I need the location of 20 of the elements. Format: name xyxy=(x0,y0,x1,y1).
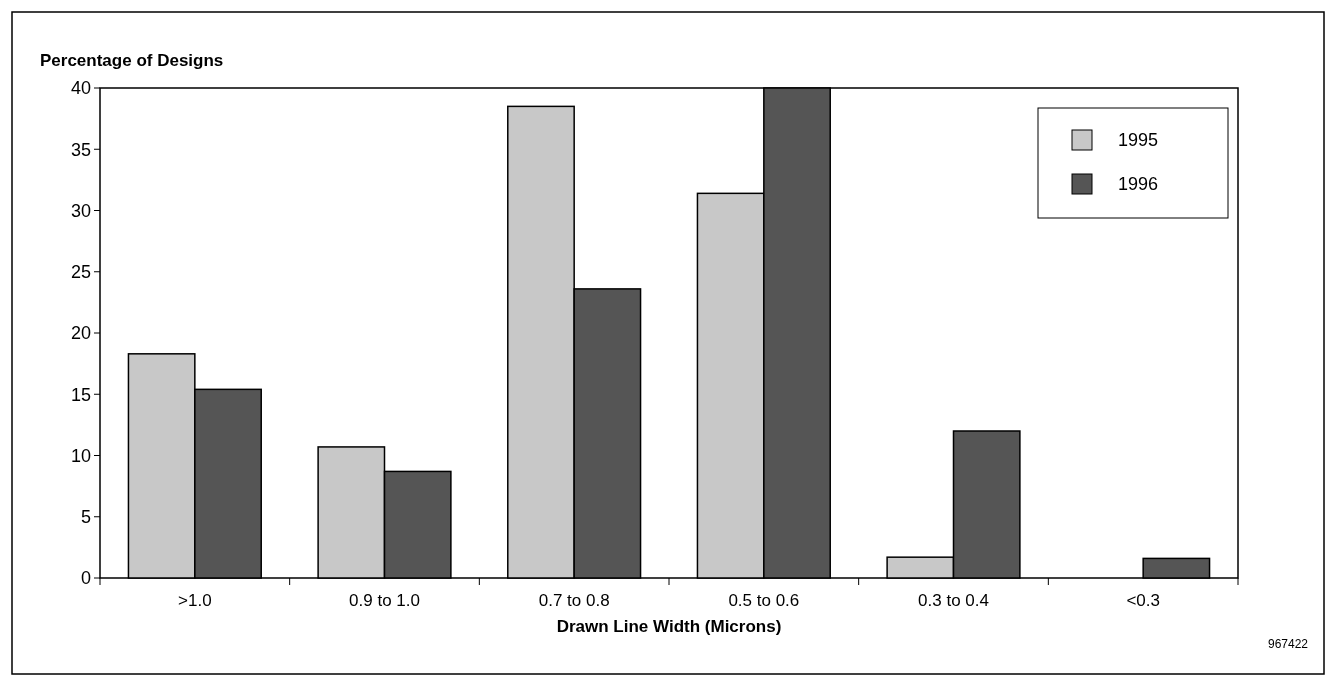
x-tick-label: <0.3 xyxy=(1126,591,1160,610)
x-tick-label: 0.3 to 0.4 xyxy=(918,591,989,610)
y-tick-label: 20 xyxy=(70,323,91,344)
y-tick-label: 35 xyxy=(70,139,91,160)
legend-label: 1995 xyxy=(1118,130,1159,151)
x-tick-label: 0.9 to 1.0 xyxy=(349,591,420,610)
y-tick-label: 25 xyxy=(70,262,91,283)
text: 967422 xyxy=(1267,637,1309,651)
y-tick-label: 15 xyxy=(70,384,91,405)
y-tick-label: 0 xyxy=(80,568,91,589)
legend-label: 1996 xyxy=(1118,174,1159,195)
y-tick-label: 30 xyxy=(70,200,91,221)
y-tick-label: 40 xyxy=(70,78,91,99)
y-tick-label: 5 xyxy=(80,507,91,528)
y-axis-title: Percentage of Designs xyxy=(40,51,224,70)
x-tick-label: >1.0 xyxy=(178,591,212,610)
x-axis-title: Drawn Line Width (Microns) xyxy=(556,617,782,636)
y-tick-label: 10 xyxy=(70,445,91,466)
x-tick-label: 0.5 to 0.6 xyxy=(728,591,800,610)
x-tick-label: 0.7 to 0.8 xyxy=(538,591,610,610)
